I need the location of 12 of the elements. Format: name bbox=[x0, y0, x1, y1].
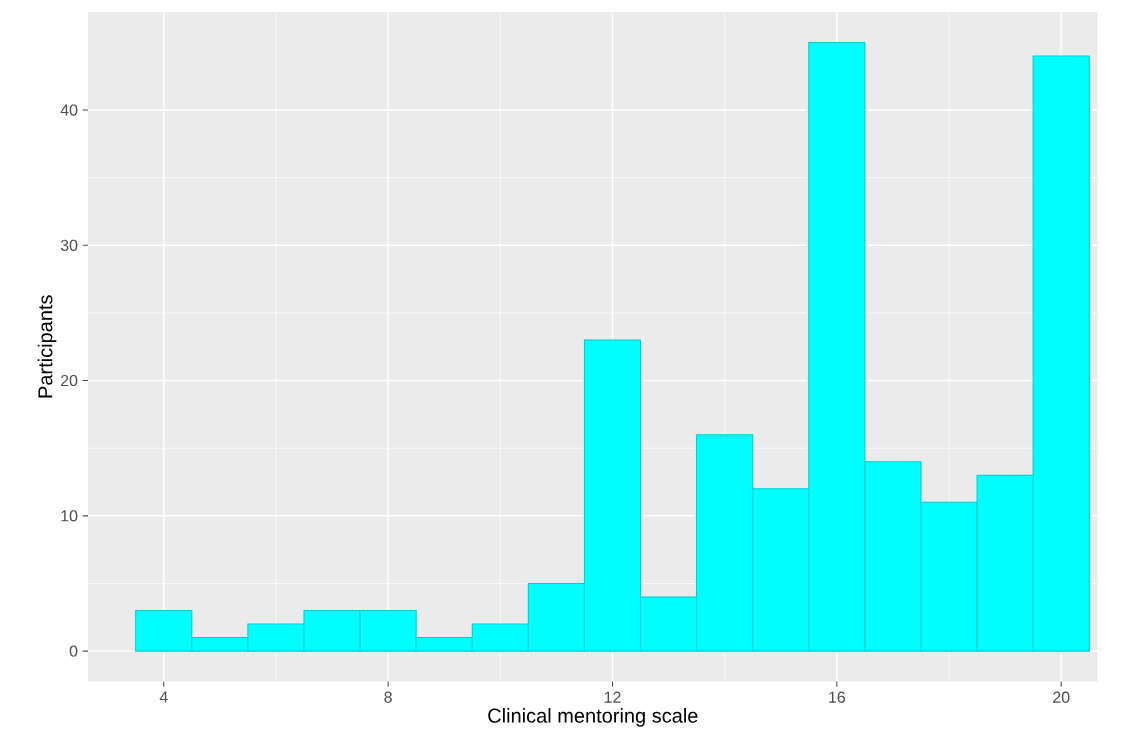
y-tick-label: 10 bbox=[61, 510, 78, 522]
x-axis-title: Clinical mentoring scale bbox=[488, 708, 698, 727]
y-tick-label: 20 bbox=[60, 374, 78, 387]
y-tick-label: 30 bbox=[60, 239, 78, 252]
y-axis-title: Participants bbox=[37, 295, 57, 398]
x-tick-label: 20 bbox=[1053, 691, 1070, 703]
x-tick-label: 8 bbox=[384, 691, 392, 703]
x-tick-label: 16 bbox=[829, 691, 846, 703]
y-tick-label: 0 bbox=[69, 645, 78, 657]
x-tick-label: 12 bbox=[604, 691, 621, 703]
x-tick-label: 4 bbox=[159, 691, 168, 703]
y-tick-label: 40 bbox=[60, 104, 78, 116]
